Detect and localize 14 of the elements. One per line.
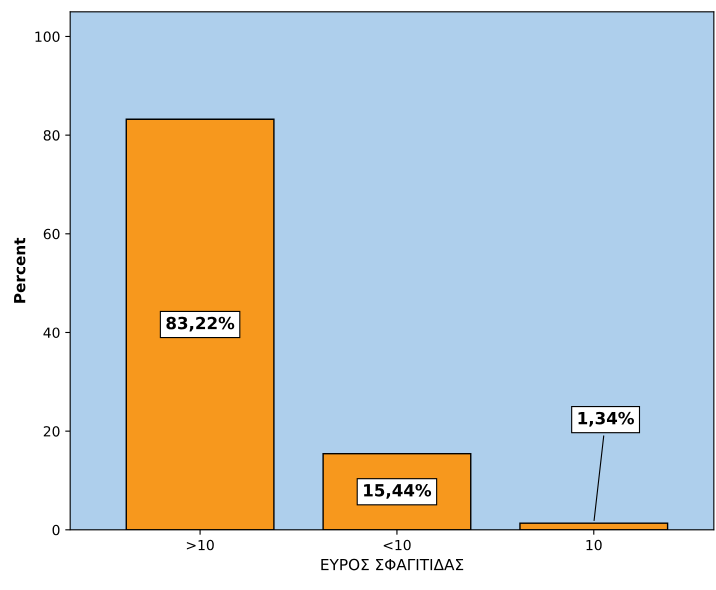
y-tick-label: 20 <box>44 426 60 437</box>
data-label: 83,22% <box>166 316 234 332</box>
x-tick-label: <10 <box>384 540 411 550</box>
x-tick-label: 10 <box>586 540 602 550</box>
y-tick-label: 80 <box>44 130 60 141</box>
y-tick-label: 40 <box>43 327 60 338</box>
y-tick-label: 60 <box>44 228 60 240</box>
y-tick-label: 0 <box>52 524 60 536</box>
data-label: 1,34% <box>578 412 634 427</box>
y-axis-title: Percent <box>14 238 26 303</box>
x-tick-label: >10 <box>186 540 214 550</box>
data-label: 15,44% <box>364 484 432 499</box>
x-axis-title: ΕΥΡΟΣ ΣΦΑΓΙΤΙΔΑΣ <box>321 558 464 570</box>
y-tick-label: 100 <box>35 31 60 42</box>
